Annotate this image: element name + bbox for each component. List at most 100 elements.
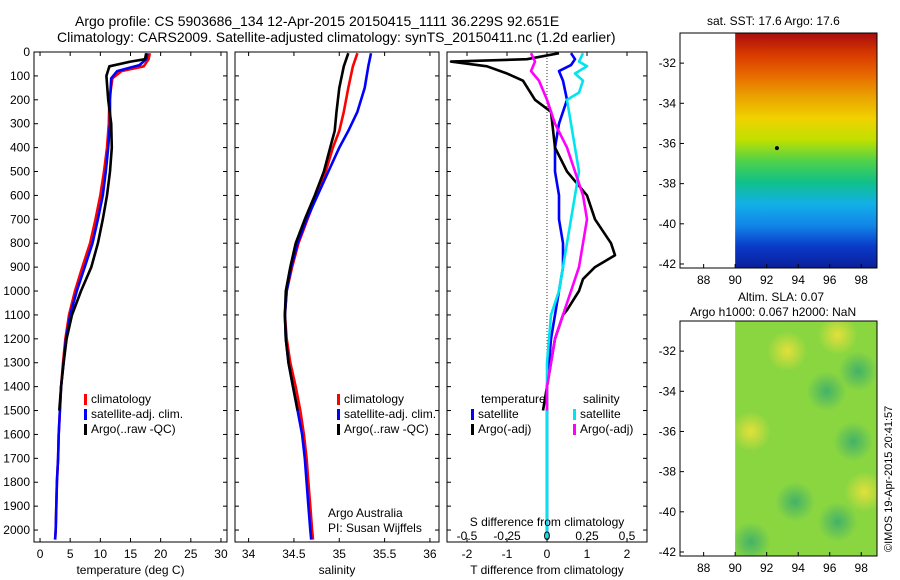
- series-line-1: [53, 52, 152, 540]
- y-tick-label: 1800: [3, 475, 30, 489]
- series-line-1: [283, 52, 359, 540]
- sla-anomaly-7: [817, 501, 858, 542]
- legend-label-3: Argo(..raw -QC): [91, 422, 176, 436]
- y-tick-label: 1500: [3, 404, 30, 418]
- y-tick-label: 1900: [3, 499, 30, 513]
- top-axis-label: S difference from climatology: [470, 515, 625, 529]
- x-tick-label: 0: [37, 547, 44, 561]
- sla-anomaly-8: [735, 521, 771, 556]
- x-tick-label: 90: [728, 273, 742, 287]
- legend-header-temperature: temperature: [481, 392, 546, 406]
- y-tick-label: -42: [659, 545, 677, 559]
- x-tick-label: 10: [94, 547, 108, 561]
- x-tick-label: 96: [823, 273, 837, 287]
- y-tick-label: -42: [659, 257, 677, 271]
- x-tick-label: 0: [544, 547, 551, 561]
- series-line-2: [449, 52, 617, 411]
- figure-title-line2: Climatology: CARS2009. Satellite-adjuste…: [57, 29, 615, 45]
- sla-anomalies: [735, 321, 877, 556]
- difference-panel: -2 -1 0 1 2T difference from climatology S di…: [446, 51, 648, 577]
- series-line-3: [58, 52, 148, 411]
- y-tick-label: 800: [10, 236, 30, 250]
- y-tick-label: -38: [659, 177, 677, 191]
- x-tick-label: 88: [697, 273, 711, 287]
- legend-label-4: Argo(-adj): [580, 422, 633, 436]
- x-tick-label: 92: [760, 561, 774, 575]
- map-frame: [679, 32, 878, 269]
- sla-anomaly-4: [735, 411, 771, 452]
- sla-anomaly-1: [817, 321, 858, 356]
- y-tick-label: 700: [10, 212, 30, 226]
- y-tick-label: 1300: [3, 356, 30, 370]
- sla-map-title-line1: Altim. SLA: 0.07: [738, 290, 824, 304]
- x-tick-label: 35: [333, 547, 347, 561]
- y-tick-label: 600: [10, 188, 30, 202]
- x-tick-label: 25: [184, 547, 198, 561]
- legend-label-2: satellite-adj. clim.: [344, 407, 436, 421]
- map-frame: [679, 320, 878, 557]
- y-tick-label: 500: [10, 165, 30, 179]
- legend-swatch-1: [84, 394, 87, 405]
- x-tick-label: 98: [855, 273, 869, 287]
- x-tick-label: 34.5: [282, 547, 306, 561]
- y-tick-label: -40: [659, 217, 677, 231]
- y-tick-label: 1700: [3, 451, 30, 465]
- legend-label-1: satellite: [478, 407, 519, 421]
- series-line-2: [53, 52, 149, 540]
- y-tick-label: 900: [10, 260, 30, 274]
- profile-lines: [449, 52, 617, 540]
- legend-swatch-1: [471, 409, 474, 420]
- y-tick-label: 2000: [3, 523, 30, 537]
- y-tick-label: 300: [10, 117, 30, 131]
- x-tick-label: 94: [792, 273, 806, 287]
- x-axis-label: salinity: [319, 563, 356, 577]
- legend-swatch-3: [84, 424, 87, 435]
- y-tick-label: -38: [659, 465, 677, 479]
- credit-line2: PI: Susan Wijffels: [328, 521, 422, 535]
- legend-label-2: satellite-adj. clim.: [91, 407, 183, 421]
- legend-swatch-4: [573, 424, 576, 435]
- sla-anomaly-9: [844, 471, 877, 512]
- top-tick-label: 0.25: [575, 529, 599, 543]
- x-tick-label: -2: [462, 547, 473, 561]
- y-tick-label: 1100: [4, 308, 30, 322]
- plot-frame: [234, 51, 440, 543]
- series-line-4: [529, 52, 589, 411]
- y-tick-label: -34: [659, 96, 677, 110]
- x-tick-label: 34: [242, 547, 256, 561]
- y-tick-label: 200: [10, 93, 30, 107]
- x-tick-label: 94: [792, 561, 806, 575]
- legend-header-salinity: salinity: [583, 392, 620, 406]
- x-tick-label: 98: [855, 561, 869, 575]
- credit-line1: Argo Australia: [328, 506, 403, 520]
- y-tick-label: -32: [659, 56, 677, 70]
- top-tick-label: 0.5: [619, 529, 636, 543]
- argo-position-marker: [774, 146, 779, 151]
- sst-map-title: sat. SST: 17.6 Argo: 17.6: [707, 14, 840, 28]
- x-axis-label: temperature (deg C): [76, 563, 184, 577]
- x-tick-label: 30: [214, 547, 228, 561]
- y-tick-label: 400: [10, 141, 30, 155]
- x-tick-label: 88: [697, 561, 711, 575]
- legend-label-2: Argo(-adj): [478, 422, 531, 436]
- y-tick-label: 1200: [3, 332, 30, 346]
- sla-anomaly-2: [838, 351, 877, 392]
- legend-label-3: Argo(..raw -QC): [344, 422, 429, 436]
- x-tick-label: 35.5: [373, 547, 397, 561]
- plot-frame: [33, 51, 228, 543]
- x-tick-label: 1: [584, 547, 591, 561]
- y-tick-label: 1000: [3, 284, 30, 298]
- x-tick-label: 2: [624, 547, 631, 561]
- sla-anomaly-6: [775, 481, 816, 522]
- top-tick-label: -0.25: [493, 529, 521, 543]
- profile-lines: [283, 52, 373, 540]
- x-tick-label: 15: [124, 547, 138, 561]
- legend-swatch-1: [337, 394, 340, 405]
- y-tick-label: 100: [10, 69, 30, 83]
- y-tick-label: 1400: [3, 380, 30, 394]
- sla-anomaly-5: [833, 421, 874, 462]
- legend-swatch-2: [471, 424, 474, 435]
- x-tick-label: 20: [154, 547, 168, 561]
- series-line-2: [283, 52, 373, 540]
